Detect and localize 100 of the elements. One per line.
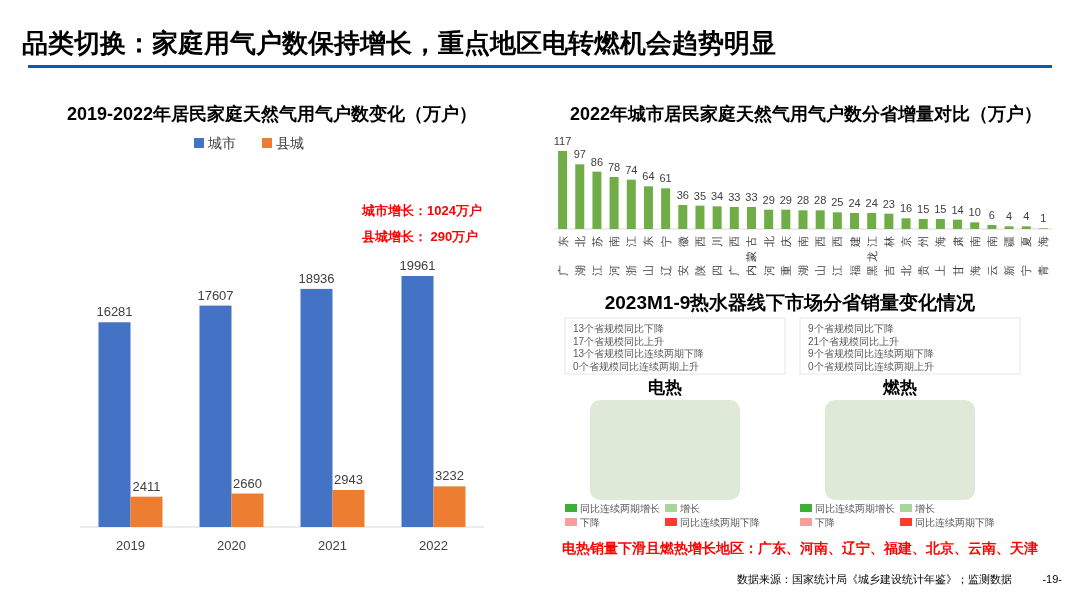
x-tick-label: 广东 — [556, 236, 569, 276]
bar — [678, 205, 688, 229]
x-tick-label: 2022 — [419, 538, 448, 553]
text: 燃热 — [882, 378, 917, 397]
x-tick-label: 海南 — [968, 236, 981, 276]
bar — [695, 205, 705, 229]
bar — [781, 209, 791, 229]
data-label: 86 — [590, 155, 604, 168]
text: 电热 — [648, 378, 682, 397]
data-label: 4 — [1006, 210, 1013, 223]
chart-subtitle: 2019-2022年居民家庭天然气用气户数变化（万户） — [66, 104, 478, 124]
x-tick-label: 江苏 — [590, 236, 603, 276]
bar — [798, 210, 808, 229]
data-label: 35 — [693, 189, 707, 202]
bar — [592, 171, 602, 229]
data-label: 28 — [814, 194, 827, 207]
data-label: 18936 — [298, 270, 335, 286]
legend-label: 县城 — [276, 135, 304, 151]
x-tick-label: 甘肃 — [951, 236, 964, 276]
bar — [815, 210, 825, 229]
data-label: 15 — [934, 203, 947, 215]
text: -19- — [1042, 573, 1063, 585]
data-label: 6 — [988, 209, 995, 221]
text: 13个省规模同比下降 — [573, 323, 665, 334]
bar — [867, 213, 877, 229]
data-label: 78 — [607, 161, 621, 173]
text: 增长 — [915, 503, 935, 514]
text: 增长 — [679, 503, 700, 514]
x-tick-label: 吉林 — [882, 236, 895, 276]
x-tick-label: 山西 — [814, 236, 827, 276]
bar — [98, 322, 131, 527]
x-tick-label: 广西 — [728, 236, 741, 276]
x-tick-label: 陕西 — [693, 236, 706, 276]
data-label: 23 — [882, 197, 895, 210]
text: 下降 — [815, 517, 835, 528]
bar — [729, 207, 739, 229]
data-label: 2943 — [334, 471, 363, 487]
data-label: 34 — [711, 190, 724, 203]
text: 同比连续两期下降 — [680, 517, 760, 528]
x-tick-label: 浙江 — [625, 236, 638, 276]
bar — [712, 206, 722, 229]
data-label: 14 — [951, 203, 964, 216]
data-label: 61 — [659, 172, 672, 185]
bar — [832, 212, 842, 229]
legend-label: 城市 — [207, 135, 236, 151]
x-tick-label: 辽宁 — [659, 236, 672, 276]
x-tick-label: 2019 — [116, 538, 145, 553]
text: 17个省规模同比上升 — [573, 335, 665, 347]
chart-title: 品类切换：家庭用气户数保持增长，重点地区电转燃机会趋势明显 — [22, 28, 776, 58]
text: 13个省规模同比连续两期下降 — [573, 348, 705, 359]
bar — [332, 489, 365, 527]
x-tick-label: 新疆 — [1003, 236, 1016, 276]
x-tick-label: 山东 — [642, 236, 655, 276]
text: 同比连续两期增长 — [580, 503, 660, 514]
bar — [884, 213, 894, 229]
text: 0个省规模同比连续两期上升 — [573, 360, 699, 372]
bar — [987, 225, 997, 229]
bar — [764, 209, 774, 229]
text: 城市增长：1024万户 — [361, 203, 482, 218]
bar — [609, 177, 619, 229]
data-label: 10 — [968, 206, 981, 219]
x-tick-label: 2021 — [318, 538, 347, 553]
data-label: 16281 — [96, 304, 133, 320]
data-label: 97 — [573, 148, 586, 161]
bar — [661, 188, 671, 229]
text: 0个省规模同比连续两期上升 — [808, 360, 934, 372]
x-tick-label: 湖北 — [573, 236, 586, 276]
text: 同比连续两期下降 — [915, 517, 995, 528]
data-label: 3232 — [435, 468, 464, 484]
data-label: 24 — [848, 197, 861, 209]
x-tick-label: 黑龙江 — [865, 236, 878, 276]
data-label: 117 — [553, 135, 572, 147]
x-tick-label: 青海 — [1037, 236, 1050, 276]
bar — [231, 493, 264, 527]
bar — [575, 164, 585, 229]
bar — [746, 207, 756, 229]
bar — [199, 305, 232, 527]
text: 同比连续两期增长 — [815, 503, 895, 514]
x-tick-label: 重庆 — [779, 236, 792, 276]
text: 县城增长： 290万户 — [361, 229, 479, 244]
bar — [401, 276, 434, 527]
data-label: 16 — [899, 202, 913, 215]
bar — [935, 219, 945, 229]
x-tick-label: 云南 — [985, 236, 998, 276]
x-tick-label: 安徽 — [676, 236, 689, 276]
data-label: 33 — [728, 191, 741, 203]
data-label: 36 — [676, 189, 689, 201]
data-label: 74 — [625, 163, 638, 176]
text: 下降 — [580, 517, 600, 528]
bar — [558, 151, 568, 229]
text: 9个省规模同比下降 — [808, 323, 894, 334]
bar — [626, 179, 636, 229]
data-label: 29 — [779, 193, 792, 206]
bar — [970, 222, 980, 229]
bar — [1004, 226, 1014, 229]
text: 9个省规模同比连续两期下降 — [808, 348, 934, 359]
bar — [643, 186, 653, 229]
data-label: 25 — [831, 196, 844, 209]
data-label: 4 — [1023, 210, 1030, 223]
bar — [300, 288, 333, 527]
